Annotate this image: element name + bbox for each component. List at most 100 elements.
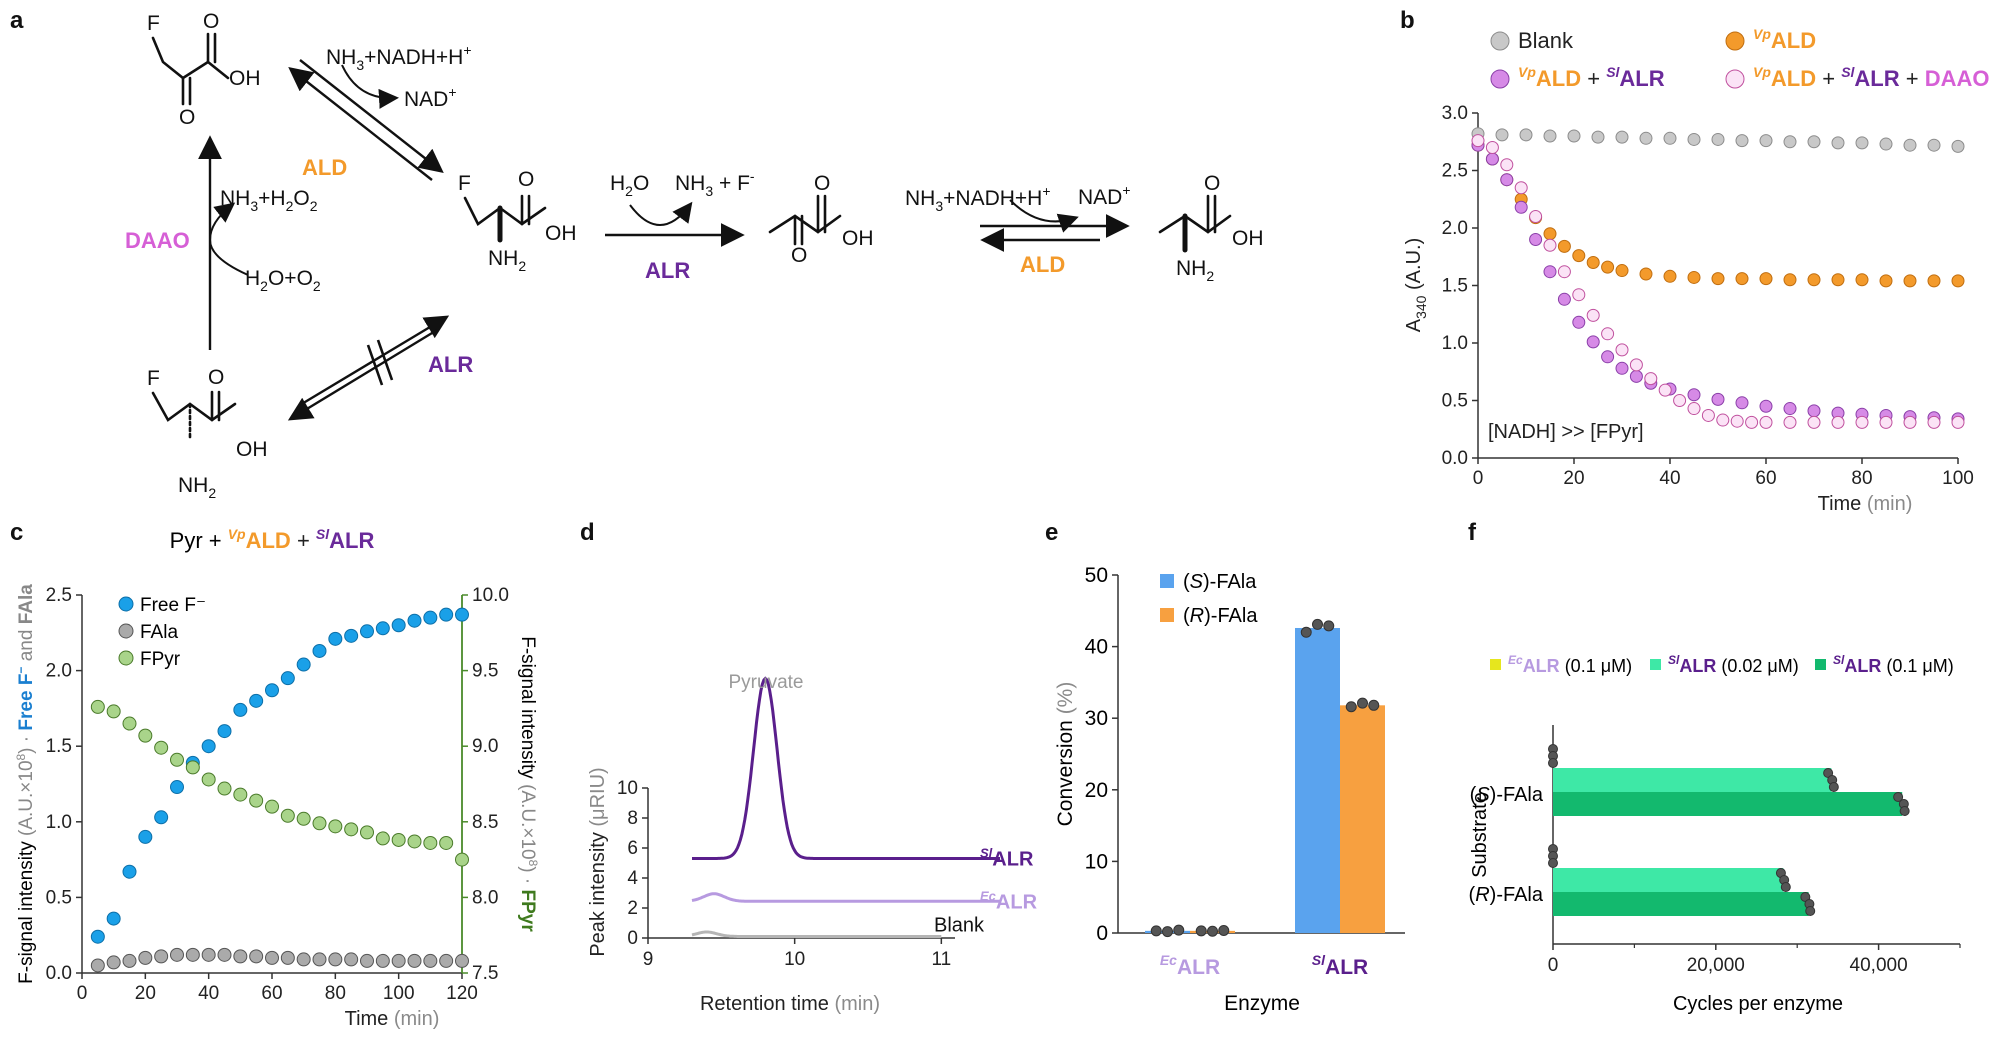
title-part: + xyxy=(291,528,316,553)
atom-f: F xyxy=(147,12,160,35)
panel-label-d: d xyxy=(580,519,595,546)
data-point-b-0 xyxy=(1759,134,1773,148)
legend-marker xyxy=(118,650,134,666)
data-point-b-3 xyxy=(1831,415,1845,429)
data-point-b-0 xyxy=(1951,139,1965,153)
data-point-b-2 xyxy=(1543,265,1557,279)
data-point-b-2 xyxy=(1687,388,1701,402)
x-tick-label: 11 xyxy=(931,949,951,970)
data-point-b-3 xyxy=(1759,415,1773,429)
data-point-b-3 xyxy=(1572,288,1586,302)
y-right-tick-label: 9.5 xyxy=(472,661,498,682)
category-name: ALR xyxy=(1177,956,1220,979)
x-axis-name: Time xyxy=(1818,493,1862,515)
series-label: Blank xyxy=(934,915,985,937)
arrow-alr-reverse xyxy=(287,328,438,421)
data-point-b-3 xyxy=(1543,238,1557,252)
y-tick-label: 8 xyxy=(627,808,638,829)
data-point-b-3 xyxy=(1855,415,1869,429)
bond-chain xyxy=(151,36,230,80)
peak-label: Pyruvate xyxy=(729,672,804,693)
data-point-b-3 xyxy=(1687,402,1701,416)
x-axis-unit: (min) xyxy=(388,1008,439,1030)
legend-part: ALR xyxy=(1619,66,1664,91)
chart-title: Pyr + VpALD + SlALR xyxy=(170,526,375,553)
legend-sup: Vp xyxy=(1518,64,1536,80)
x-axis-label: Time (min) xyxy=(345,1008,440,1030)
y-label-part: ) · xyxy=(517,866,538,889)
data-point-c-2 xyxy=(439,835,454,850)
data-point-b-0 xyxy=(1495,128,1509,142)
data-point-b-1 xyxy=(1759,272,1773,286)
atom-nh2: NH2 xyxy=(1176,257,1214,284)
data-point-b-0 xyxy=(1831,136,1845,150)
y-label-part: (A.U.×10 xyxy=(517,779,538,860)
series-sup: Sl xyxy=(980,846,993,861)
data-point-c-0 xyxy=(391,618,406,633)
category-label: (R)-FAla xyxy=(1469,884,1544,906)
legend-part: )-FAla xyxy=(1203,571,1257,593)
data-point-c-2 xyxy=(312,816,327,831)
x-axis-label: Cycles per enzyme xyxy=(1673,993,1843,1015)
title-part: ALD xyxy=(246,528,291,553)
y-label-fpyr: FPyr xyxy=(517,890,538,933)
replicate-point xyxy=(1805,906,1816,916)
category-part: ( xyxy=(1470,784,1477,806)
y-tick-label: 0.0 xyxy=(46,963,72,984)
arrow-ald-right-curve xyxy=(1009,199,1079,233)
data-point-c-0 xyxy=(233,702,248,717)
data-point-b-0 xyxy=(1711,132,1725,146)
data-point-c-2 xyxy=(201,772,216,787)
legend-part: ALD xyxy=(1771,28,1816,53)
reagent-nad: NAD+ xyxy=(404,84,457,111)
data-point-c-0 xyxy=(138,829,153,844)
y-label-sup: 8 xyxy=(526,860,540,867)
y-right-tick-label: 9.0 xyxy=(472,736,498,757)
atom-f: F xyxy=(147,367,160,390)
y-tick-label: 1.0 xyxy=(1442,333,1468,354)
reagent-daao-out: NH3+H2O2 xyxy=(220,187,318,214)
legend-marker xyxy=(1160,574,1174,588)
data-point-c-1 xyxy=(170,947,184,962)
data-point-b-3 xyxy=(1701,408,1715,422)
data-point-b-0 xyxy=(1663,131,1677,145)
legend-label: (R)-FAla xyxy=(1183,605,1258,627)
legend-label: Blank xyxy=(1518,28,1574,53)
data-point-b-3 xyxy=(1471,134,1485,148)
replicate-point xyxy=(1195,925,1207,937)
y-tick-label: 30 xyxy=(1085,707,1108,730)
atom-nh2: NH2 xyxy=(178,474,216,501)
data-point-c-2 xyxy=(265,799,279,814)
data-point-c-1 xyxy=(312,952,327,967)
x-tick-label: 40,000 xyxy=(1850,955,1908,976)
x-axis-label: Time (min) xyxy=(1818,493,1913,515)
data-point-b-2 xyxy=(1485,152,1499,166)
y-tick-label: 2 xyxy=(627,898,638,919)
data-point-b-3 xyxy=(1514,181,1528,195)
fluoropyruvate-top: F O O OH xyxy=(147,10,261,129)
x-tick-label: 80 xyxy=(1851,468,1872,489)
y-tick-label: 0.0 xyxy=(1442,448,1468,469)
data-point-b-1 xyxy=(1601,260,1615,274)
data-point-c-0 xyxy=(106,911,121,926)
data-point-c-0 xyxy=(154,810,169,825)
y-axis-name: A xyxy=(1403,318,1425,332)
atom-f: F xyxy=(458,172,471,195)
data-point-c-0 xyxy=(455,607,469,622)
x-tick-label: 9 xyxy=(643,949,654,970)
legend-italic: R xyxy=(1190,605,1204,627)
data-point-b-0 xyxy=(1855,136,1869,150)
y-axis-label: Substrate xyxy=(1469,792,1491,878)
data-point-b-3 xyxy=(1529,210,1543,223)
y-tick-label: 2.0 xyxy=(1442,218,1468,239)
y-tick-label: 2.5 xyxy=(1442,161,1468,182)
data-point-b-2 xyxy=(1615,361,1629,375)
data-point-b-1 xyxy=(1711,272,1725,286)
legend-part: )-FAla xyxy=(1204,605,1258,627)
legend-sup: Sl xyxy=(1833,653,1845,667)
atom-o: O xyxy=(208,366,224,389)
legend-part: DAAO xyxy=(1925,66,1990,91)
arrow-ald-forward xyxy=(299,59,444,173)
